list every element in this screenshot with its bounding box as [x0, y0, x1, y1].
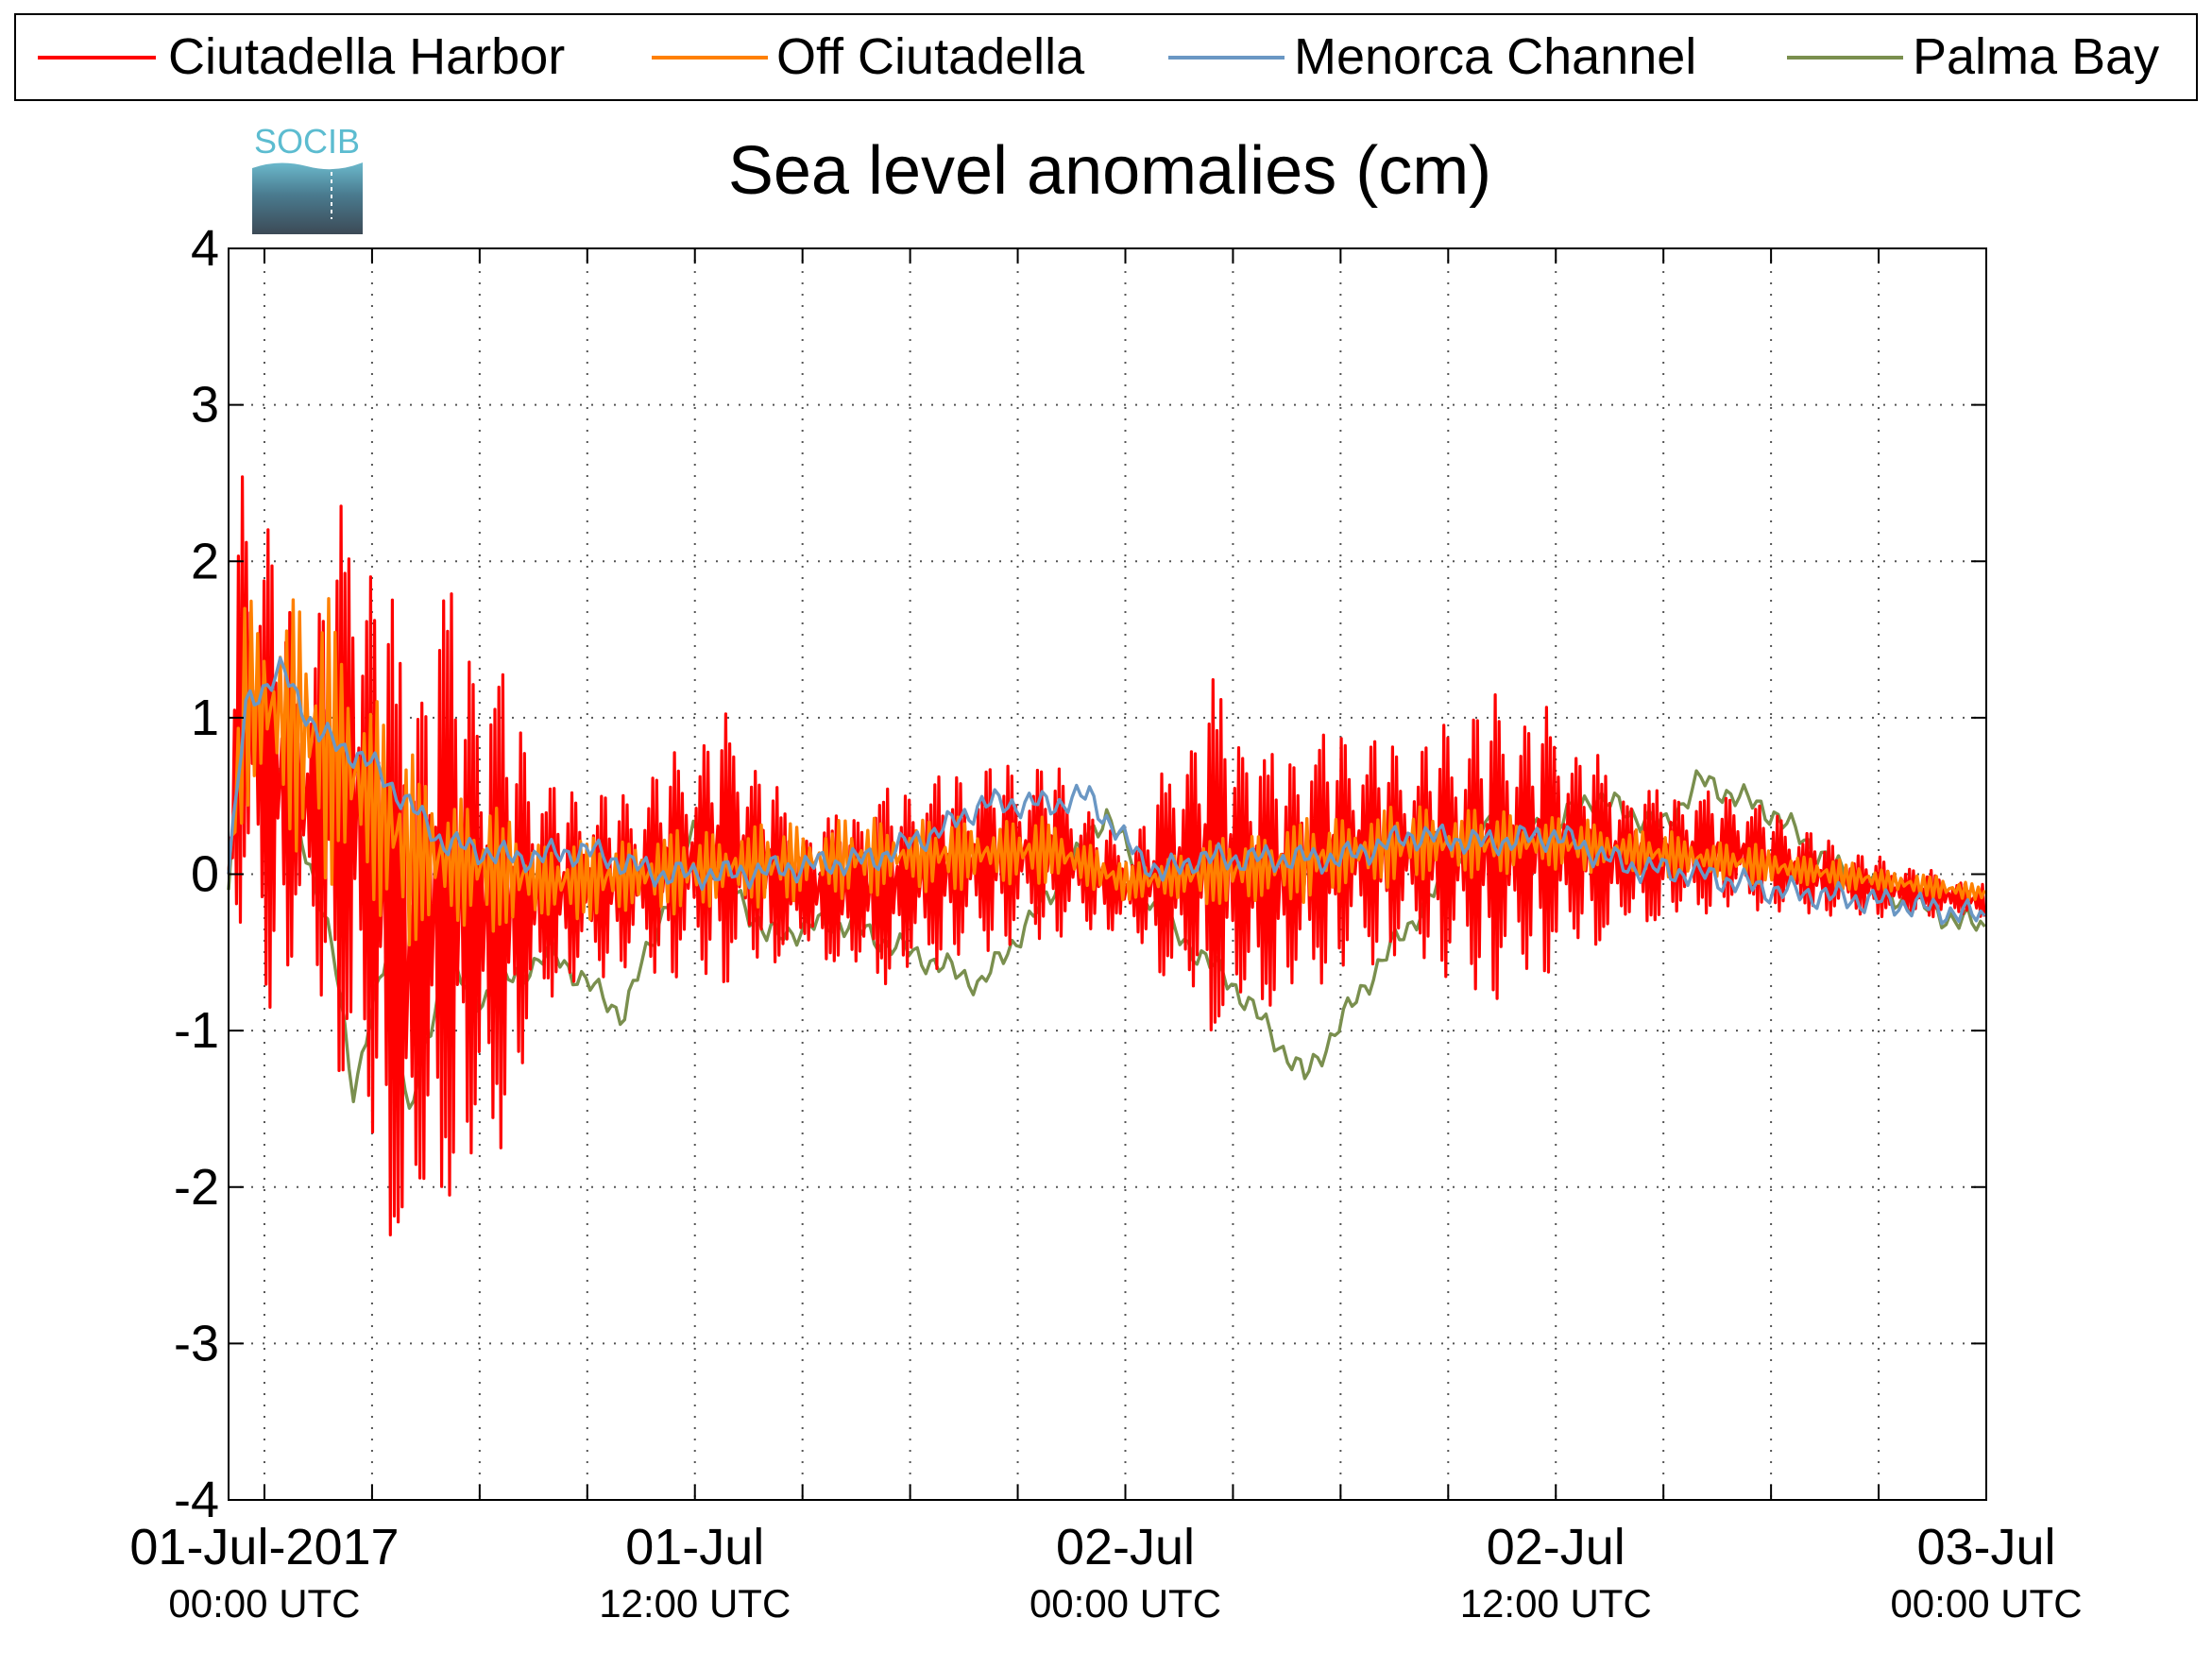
x-tick-label-date: 02-Jul	[1056, 1519, 1195, 1575]
y-tick-label: -2	[174, 1159, 219, 1216]
legend-label-off-ciutadella: Off Ciutadella	[776, 28, 1085, 85]
x-tick-label-time: 00:00 UTC	[1029, 1581, 1221, 1626]
x-tick-label-date: 02-Jul	[1487, 1519, 1625, 1575]
x-axis: 01-Jul-2017 00:00 UTC 01-Jul 12:00 UTC 02-Ju…	[129, 1519, 2082, 1626]
socib-logo-text: SOCIB	[254, 122, 360, 161]
x-tick-label-date: 01-Jul-2017	[129, 1519, 399, 1575]
socib-logo: SOCIB	[252, 122, 363, 234]
y-tick-label: 0	[191, 846, 219, 903]
plot-area: 4 3 2 1 0 -1 -2 -3 -401-Jul-2017 00:00 UTC 01-Jul 1…	[129, 220, 2082, 1626]
legend-entry-palma-bay: Palma Bay	[1787, 28, 2159, 85]
y-tick-label: -4	[174, 1472, 219, 1528]
y-tick-label: 1	[191, 690, 219, 746]
series-line-menorca-channel	[227, 656, 1986, 926]
y-tick-label: 3	[191, 377, 219, 434]
y-tick-label: 2	[191, 533, 219, 589]
legend-label-ciutadella-harbor: Ciutadella Harbor	[168, 28, 565, 85]
legend-entry-menorca-channel: Menorca Channel	[1168, 28, 1696, 85]
legend-entry-ciutadella-harbor: Ciutadella Harbor	[38, 28, 565, 85]
x-tick-label-date: 03-Jul	[1916, 1519, 2055, 1575]
y-tick-label: -3	[174, 1315, 219, 1371]
x-tick-label-time: 00:00 UTC	[1890, 1581, 2082, 1626]
socib-logo-wave	[252, 162, 363, 234]
legend: Ciutadella Harbor Off Ciutadella Menorca…	[14, 13, 2198, 101]
y-tick-label: 4	[191, 220, 219, 277]
series-group	[227, 475, 1987, 1236]
x-tick-label-time: 12:00 UTC	[599, 1581, 791, 1626]
y-tick-label: -1	[174, 1002, 219, 1059]
chart-title: Sea level anomalies (cm)	[728, 133, 1491, 209]
x-tick-label-time: 12:00 UTC	[1460, 1581, 1652, 1626]
legend-label-menorca-channel: Menorca Channel	[1294, 28, 1696, 85]
series-line-off-ciutadella	[227, 597, 1987, 946]
x-tick-label-date: 01-Jul	[625, 1519, 764, 1575]
y-axis: 4 3 2 1 0 -1 -2 -3 -4	[174, 220, 1986, 1528]
x-tick-label-time: 00:00 UTC	[168, 1581, 360, 1626]
legend-label-palma-bay: Palma Bay	[1913, 28, 2159, 85]
series-line-ciutadella-harbor	[227, 475, 1986, 1236]
x-tick-marks	[263, 248, 1987, 1500]
legend-entry-off-ciutadella: Off Ciutadella	[652, 28, 1085, 85]
